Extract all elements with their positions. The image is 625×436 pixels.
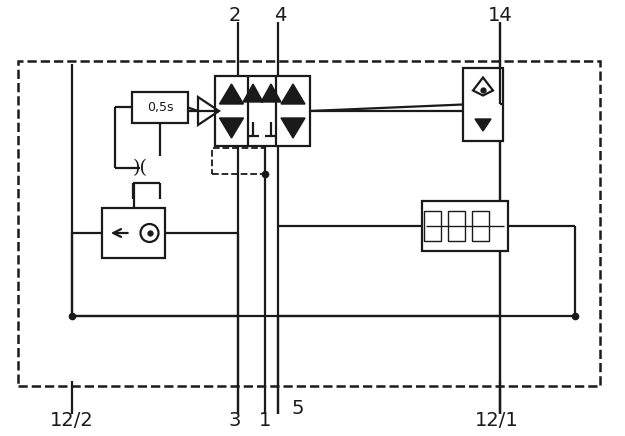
Text: 1: 1: [259, 411, 271, 429]
Text: 0,5s: 0,5s: [147, 101, 173, 114]
Bar: [422, 201, 508, 251]
Text: 2: 2: [229, 7, 241, 25]
Polygon shape: [261, 84, 281, 102]
Bar: [463, 68, 503, 141]
Polygon shape: [243, 84, 263, 102]
Polygon shape: [281, 84, 305, 104]
Bar: [212, 148, 265, 174]
Text: 12/1: 12/1: [475, 411, 519, 429]
Bar: [424, 211, 441, 241]
Text: 12/2: 12/2: [50, 411, 94, 429]
Text: 14: 14: [488, 7, 512, 25]
Bar: [132, 92, 188, 123]
Polygon shape: [219, 118, 244, 138]
Polygon shape: [219, 84, 244, 104]
Text: 5: 5: [292, 399, 304, 418]
Bar: [18, 61, 600, 386]
Bar: [215, 76, 310, 146]
Text: 3: 3: [229, 411, 241, 429]
Polygon shape: [475, 119, 491, 131]
Polygon shape: [281, 118, 305, 138]
Text: 4: 4: [274, 7, 286, 25]
Bar: [102, 208, 165, 258]
Bar: [472, 211, 489, 241]
Bar: [448, 211, 465, 241]
Text: )(: )(: [132, 159, 148, 177]
